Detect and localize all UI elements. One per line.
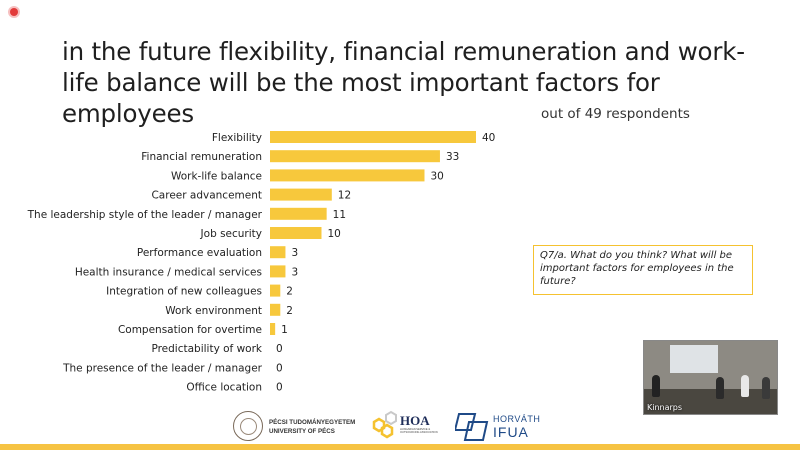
value-label: 2 — [286, 286, 293, 298]
horvath-ifua-logo: HORVÁTH IFUA — [453, 410, 540, 442]
bar — [270, 131, 476, 143]
category-label: The leadership style of the leader / man… — [27, 209, 263, 221]
hoa-hexagons-icon — [372, 410, 397, 439]
category-label: Financial remuneration — [141, 151, 262, 163]
bar — [270, 227, 322, 239]
category-label: Office location — [186, 382, 262, 394]
category-label: Health insurance / medical services — [75, 266, 262, 278]
value-label: 3 — [291, 247, 298, 259]
hoa-logo: HOA HUNGARIAN SERVICE & OUTSOURCING ASSO… — [368, 410, 438, 442]
video-thumbnail[interactable]: Kinnarps — [643, 340, 778, 415]
category-label: Job security — [200, 228, 262, 240]
category-label: Career advancement — [151, 190, 262, 202]
hoa-subtitle: HUNGARIAN SERVICE & OUTSOURCING ASSOCIAT… — [400, 428, 438, 435]
video-person — [652, 375, 660, 397]
value-label: 12 — [338, 190, 351, 202]
respondents-note: out of 49 respondents — [541, 106, 690, 122]
bar — [270, 265, 286, 278]
value-label: 30 — [431, 170, 444, 182]
value-label: 0 — [276, 382, 283, 394]
category-label: Flexibility — [212, 132, 262, 144]
footer-accent-bar — [0, 444, 800, 450]
horvath-name: HORVÁTH — [493, 414, 541, 424]
value-label: 1 — [281, 324, 288, 336]
horvath-squares-icon — [453, 413, 489, 441]
category-label: Performance evaluation — [137, 247, 262, 259]
video-projection-screen — [670, 345, 718, 373]
value-label: 10 — [328, 228, 341, 240]
category-label: Integration of new colleagues — [106, 286, 262, 298]
value-label: 3 — [291, 266, 298, 278]
category-label: Compensation for overtime — [118, 324, 262, 336]
value-label: 11 — [333, 209, 346, 221]
question-box: Q7/a. What do you think? What will be im… — [533, 245, 753, 295]
bar — [270, 246, 286, 259]
video-person — [762, 377, 770, 399]
category-label: Work-life balance — [171, 170, 262, 182]
value-label: 33 — [446, 151, 459, 163]
value-label: 40 — [482, 132, 495, 144]
bar — [270, 207, 327, 220]
bar — [270, 323, 276, 335]
recording-indicator-icon — [10, 8, 18, 16]
bar — [270, 188, 332, 201]
value-label: 0 — [276, 343, 283, 355]
video-floor — [644, 389, 777, 414]
video-caption: Kinnarps — [647, 403, 683, 412]
value-label: 2 — [286, 305, 293, 317]
pte-name-hu: PÉCSI TUDOMÁNYEGYETEM — [269, 419, 356, 426]
hoa-name: HOA — [400, 413, 430, 428]
bar — [270, 150, 440, 163]
bar — [270, 303, 281, 316]
video-person — [741, 375, 749, 397]
pte-name-en: UNIVERSITY OF PÉCS — [269, 428, 335, 435]
university-of-pecs-logo: PÉCSI TUDOMÁNYEGYETEM UNIVERSITY OF PÉCS — [233, 410, 383, 442]
category-label: Work environment — [165, 305, 262, 317]
video-person — [716, 377, 724, 399]
bar — [270, 169, 425, 182]
value-label: 0 — [276, 362, 283, 374]
university-seal-icon — [233, 411, 263, 441]
bar — [270, 284, 281, 297]
slide-title: in the future flexibility, financial rem… — [62, 37, 745, 128]
ifua-name: IFUA — [493, 424, 529, 440]
category-label: Predictability of work — [151, 343, 262, 355]
category-label: The presence of the leader / manager — [62, 362, 263, 374]
